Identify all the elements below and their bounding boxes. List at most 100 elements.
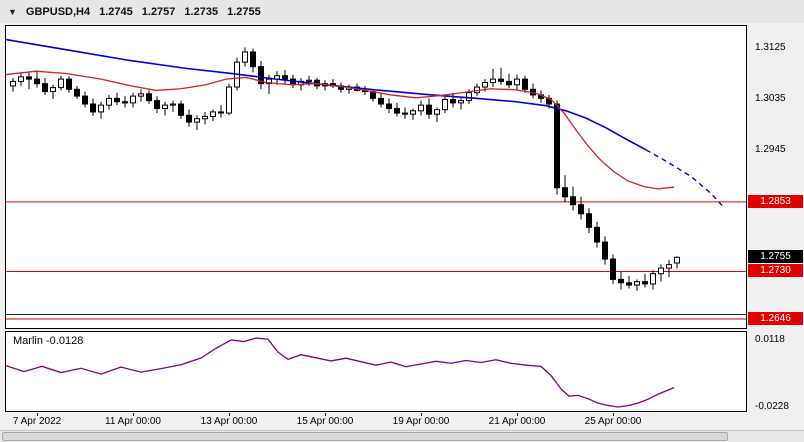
candle	[346, 84, 352, 94]
candle	[50, 84, 56, 99]
price-level-badge: 1.2853	[748, 194, 803, 208]
price-axis-label: 1.2945	[755, 143, 786, 155]
candle	[594, 221, 600, 248]
candle	[202, 111, 208, 125]
candle	[586, 208, 592, 234]
candle	[106, 94, 112, 110]
time-axis-label: 25 Apr 00:00	[584, 416, 642, 427]
candle	[210, 109, 216, 121]
time-axis-tick	[229, 413, 230, 416]
candle	[242, 47, 248, 67]
candle	[418, 100, 424, 116]
candle	[514, 74, 520, 91]
candle	[570, 186, 576, 211]
candle	[138, 89, 144, 102]
candle	[610, 254, 616, 284]
time-axis-tick	[517, 413, 518, 416]
candle	[634, 279, 640, 291]
time-axis: 7 Apr 2022 11 Apr 00:00 13 Apr 00:00 15 Apr…	[6, 413, 747, 430]
candle	[562, 175, 568, 203]
candle	[98, 101, 104, 119]
candle	[250, 48, 256, 73]
chart-dropdown-icon[interactable]: ▼	[8, 6, 17, 17]
candle	[114, 92, 120, 106]
candle	[426, 98, 432, 119]
symbol-timeframe-label: GBPUSD,H4	[25, 5, 91, 18]
time-axis-tick	[37, 413, 38, 416]
candle	[402, 107, 408, 119]
candle	[618, 271, 624, 290]
time-axis-label: 15 Apr 00:00	[296, 416, 354, 427]
candle	[442, 94, 448, 114]
time-axis-tick	[613, 413, 614, 416]
candle	[458, 97, 464, 110]
candle	[378, 93, 384, 108]
candle	[490, 68, 496, 88]
candle	[218, 105, 224, 118]
price-axis: 1.3125 1.3035 1.2945 1.2853 1.2755 1.2730 1.26…	[748, 25, 804, 331]
ma-fast-line	[6, 70, 675, 190]
candle	[394, 102, 400, 117]
price-level-badge: 1.2730	[748, 264, 803, 278]
time-axis-label: 7 Apr 2022	[12, 416, 62, 427]
candle	[578, 196, 584, 220]
marlin-line	[6, 337, 675, 408]
candle	[186, 109, 192, 127]
candle	[42, 77, 48, 95]
price-axis-label: 1.3125	[755, 42, 786, 53]
candle	[226, 83, 232, 116]
candle	[154, 96, 160, 114]
indicator-axis: 0.0118 -0.0228	[748, 331, 804, 414]
candle	[130, 92, 136, 108]
candle	[282, 70, 288, 84]
candle	[74, 85, 80, 99]
candle	[170, 100, 176, 112]
candle	[10, 77, 16, 92]
candle	[18, 73, 24, 86]
candle	[178, 100, 184, 119]
indicator-axis-label: 0.0118	[755, 334, 785, 345]
candle	[666, 260, 672, 278]
candle	[506, 73, 512, 89]
ohlc-low-value: 1.2735	[184, 5, 219, 18]
time-axis-tick	[133, 413, 134, 416]
candle	[194, 115, 200, 131]
price-level-badge: 1.2755	[748, 250, 803, 264]
time-axis-tick	[325, 413, 326, 416]
candle	[338, 82, 344, 93]
ma-slow-projection-line	[645, 149, 725, 209]
candle	[66, 76, 72, 93]
price-level-badge: 1.2646	[748, 311, 803, 325]
ohlc-open-value: 1.2745	[99, 5, 133, 18]
candle	[162, 101, 168, 116]
price-axis-label: 1.3035	[755, 92, 786, 104]
candle	[34, 70, 40, 88]
candle	[498, 67, 504, 85]
candle	[258, 61, 264, 90]
ohlc-high-value: 1.2757	[141, 5, 176, 18]
candle	[658, 264, 664, 282]
time-axis-label: 19 Apr 00:00	[392, 416, 450, 427]
indicator-pane[interactable]: Marlin -0.0128	[5, 331, 747, 412]
ohlc-close-value: 1.2755	[227, 5, 261, 18]
candle	[330, 79, 336, 89]
candlestick-chart[interactable]	[6, 26, 746, 328]
candle	[434, 107, 440, 123]
chart-header: ▼ GBPUSD,H4 1.2745 1.2757 1.2735 1.2755	[0, 0, 804, 23]
horizontal-scrollbar[interactable]	[0, 430, 804, 442]
candle	[450, 92, 456, 108]
marlin-indicator-chart[interactable]	[6, 332, 746, 411]
indicator-axis-label: -0.0228	[755, 400, 789, 412]
candle	[530, 83, 536, 99]
scrollbar-thumb[interactable]	[2, 432, 728, 441]
candle	[386, 98, 392, 114]
candle	[650, 270, 656, 290]
time-axis-tick	[421, 413, 422, 416]
time-axis-label: 13 Apr 00:00	[200, 416, 258, 427]
ma-slow-line	[6, 38, 647, 151]
main-price-pane[interactable]	[5, 25, 747, 329]
candle	[602, 236, 608, 265]
candle	[626, 276, 632, 289]
candle	[674, 256, 680, 269]
